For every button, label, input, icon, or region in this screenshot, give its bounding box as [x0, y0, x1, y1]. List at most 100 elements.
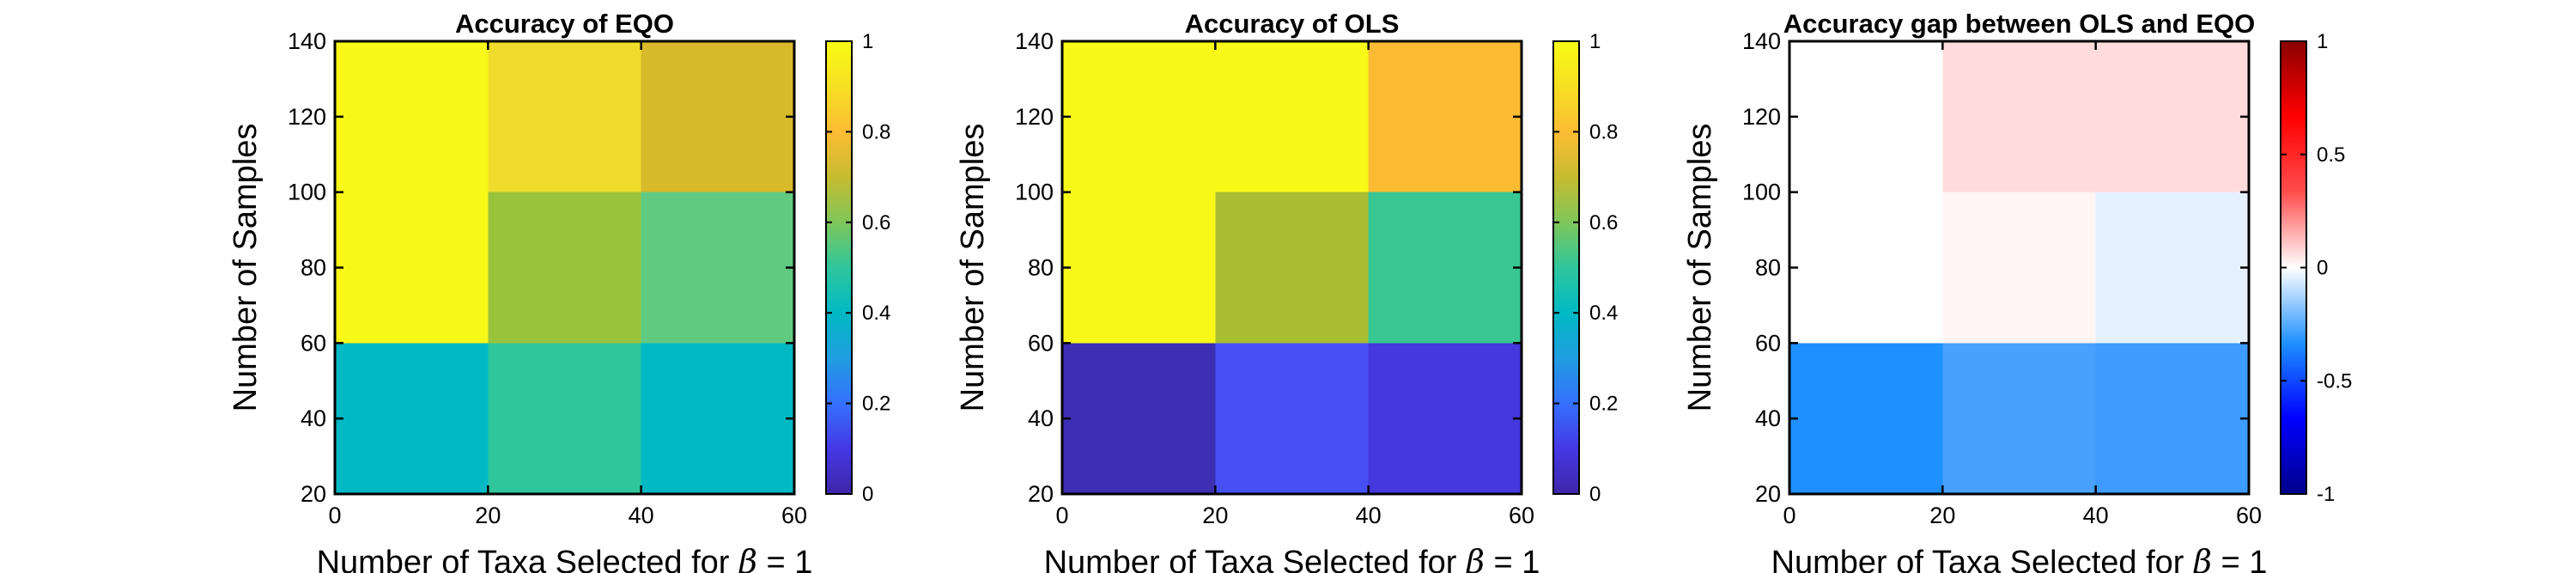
- y-axis-label: Number of Samples: [1682, 124, 1718, 412]
- y-tick-label: 20: [301, 481, 326, 507]
- colorbar-tick-label: 0.6: [1589, 211, 1618, 235]
- colorbar-tick-label: 0.5: [2317, 143, 2345, 167]
- colorbar-tick-label: 0.8: [862, 120, 890, 143]
- colorbar-tick-label: 0.8: [1589, 120, 1618, 143]
- x-axis-label: Number of Taxa Selected for β = 1: [317, 543, 813, 573]
- heatmap-cell: [488, 41, 641, 192]
- y-tick-label: 40: [1028, 405, 1054, 431]
- heatmap-cell: [2095, 343, 2249, 494]
- y-tick-label: 60: [1028, 330, 1054, 356]
- heatmap-cell: [641, 192, 794, 344]
- x-tick-label: 40: [1356, 503, 1382, 528]
- x-axis-label-text: Number of Taxa Selected for: [317, 545, 738, 573]
- x-tick-label: 40: [629, 503, 654, 528]
- colorbar-tick-label: -1: [2317, 483, 2335, 506]
- y-tick-label: 140: [1742, 28, 1781, 54]
- chart-title: Accuracy gap between OLS and EQO: [1783, 9, 2256, 39]
- heatmap-cell: [1062, 343, 1216, 494]
- y-tick-label: 140: [1015, 28, 1054, 54]
- x-tick-label: 60: [1509, 503, 1534, 528]
- heatmap-cell: [1062, 192, 1216, 344]
- colorbar-tick-label: 0.4: [862, 302, 890, 325]
- heatmap-cell: [1942, 41, 2096, 192]
- heatmap-cell: [1062, 41, 1216, 192]
- y-axis-label: Number of Samples: [228, 124, 264, 412]
- heatmap-cell: [641, 343, 794, 494]
- colorbar-tick-label: 1: [2317, 30, 2328, 53]
- x-axis-label-suffix: = 1: [1485, 545, 1540, 573]
- colorbar-tick-label: 0.2: [862, 393, 890, 416]
- colorbar-tick-label: 0: [862, 483, 873, 506]
- x-tick-label: 0: [1055, 503, 1068, 528]
- y-tick-label: 140: [288, 28, 326, 54]
- y-tick-label: 20: [1028, 481, 1054, 507]
- y-tick-label: 80: [1755, 255, 1781, 281]
- heatmap-cell: [1215, 192, 1369, 344]
- heatmap-cell: [1942, 343, 2096, 494]
- y-tick-label: 60: [1755, 330, 1781, 356]
- x-axis-label: Number of Taxa Selected for β = 1: [1044, 543, 1540, 573]
- x-tick-label: 60: [2236, 503, 2262, 528]
- colorbar: [1553, 41, 1579, 494]
- heatmap-cell: [1215, 343, 1369, 494]
- y-tick-label: 100: [1015, 180, 1054, 205]
- chart-title: Accuracy of EQO: [455, 9, 674, 39]
- x-tick-label: 20: [1202, 503, 1228, 528]
- colorbar-tick-label: 1: [1589, 30, 1601, 53]
- colorbar-frame: [1552, 40, 1580, 495]
- x-tick-label: 0: [1783, 503, 1795, 528]
- y-tick-label: 120: [1742, 104, 1781, 130]
- colorbar-tick-label: 0.2: [1589, 393, 1618, 416]
- heatmap-cell: [1789, 343, 1943, 494]
- colorbar-tick-label: 1: [862, 30, 873, 53]
- x-tick-label: 20: [1929, 503, 1955, 528]
- heatmap-cell: [488, 192, 641, 344]
- colorbar-frame: [825, 40, 853, 495]
- beta-symbol: β: [2191, 543, 2212, 573]
- heatmap-cell: [488, 343, 641, 494]
- heatmap-cell: [335, 41, 489, 192]
- colorbar-tick-label: 0.6: [862, 211, 890, 235]
- heatmap-cell: [1368, 41, 1522, 192]
- colorbar-tick-label: -0.5: [2317, 369, 2352, 393]
- heatmap-cell: [1368, 192, 1522, 344]
- y-tick-label: 40: [301, 405, 326, 431]
- x-axis-label-text: Number of Taxa Selected for: [1044, 545, 1466, 573]
- heatmap-cell: [1215, 41, 1369, 192]
- chart-title: Accuracy of OLS: [1185, 9, 1400, 39]
- colorbar-tick-label: 0: [1589, 483, 1601, 506]
- colorbar-tick-label: 0: [2317, 257, 2328, 280]
- heatmap-cell: [1368, 343, 1522, 494]
- y-tick-label: 80: [1028, 255, 1054, 281]
- y-tick-label: 40: [1755, 405, 1781, 431]
- x-tick-label: 20: [475, 503, 501, 528]
- heatmap-cell: [641, 41, 794, 192]
- y-tick-label: 100: [1742, 180, 1781, 205]
- heatmap-cell: [2095, 41, 2249, 192]
- y-tick-label: 120: [1015, 104, 1054, 130]
- y-tick-label: 20: [1755, 481, 1781, 507]
- colorbar-tick-label: 0.4: [1589, 302, 1618, 325]
- heatmap-cell: [2095, 192, 2249, 344]
- y-tick-label: 100: [288, 180, 326, 205]
- x-tick-label: 40: [2083, 503, 2109, 528]
- heatmap-cell: [1789, 192, 1943, 344]
- x-tick-label: 0: [328, 503, 341, 528]
- x-axis-label: Number of Taxa Selected for β = 1: [1771, 543, 2268, 573]
- beta-symbol: β: [1464, 543, 1485, 573]
- y-axis-label: Number of Samples: [955, 124, 991, 412]
- y-tick-label: 60: [301, 330, 326, 356]
- heatmap-cell: [335, 343, 489, 494]
- heatmap-cell: [335, 192, 489, 344]
- x-axis-label-suffix: = 1: [2212, 545, 2267, 573]
- x-axis-label-text: Number of Taxa Selected for: [1771, 545, 2193, 573]
- colorbar: [826, 41, 852, 494]
- x-axis-label-suffix: = 1: [757, 545, 812, 573]
- y-tick-label: 80: [301, 255, 326, 281]
- y-tick-label: 120: [288, 104, 326, 130]
- heatmap-cell: [1942, 192, 2096, 344]
